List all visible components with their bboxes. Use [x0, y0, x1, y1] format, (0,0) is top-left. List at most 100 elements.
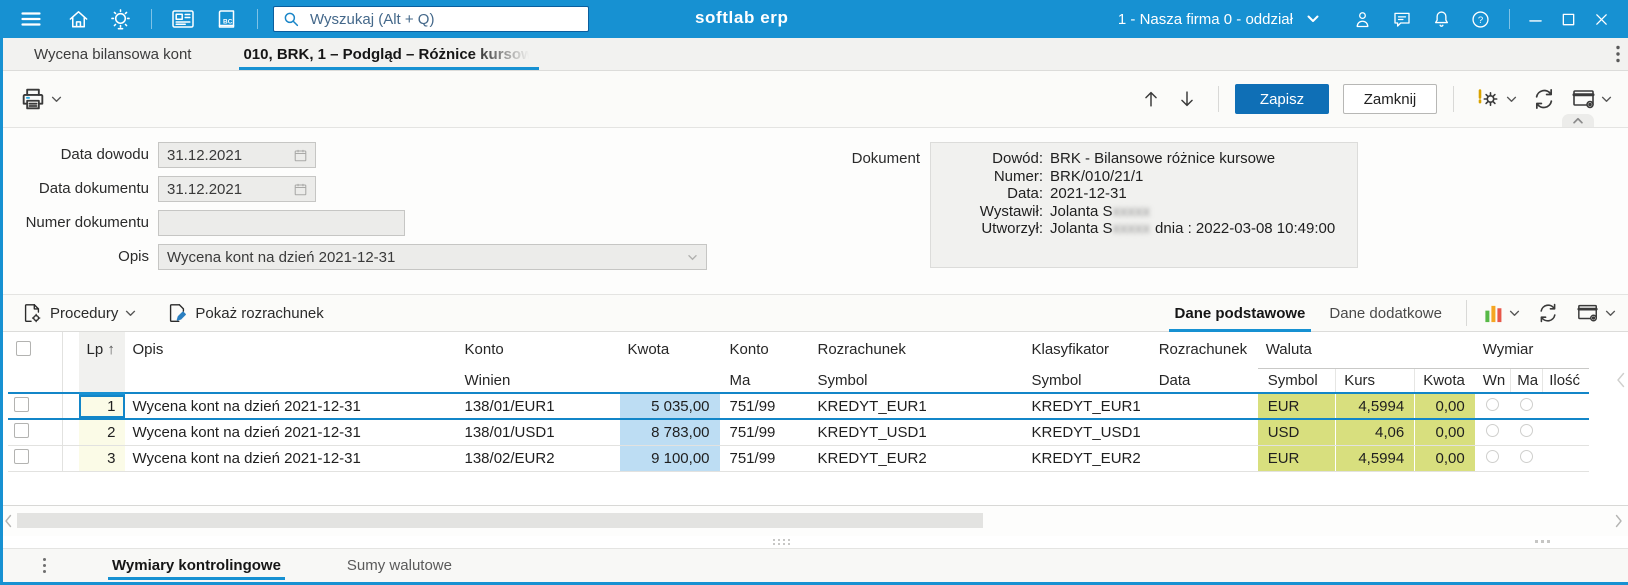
select-all-checkbox[interactable]: [16, 341, 31, 356]
tabbar-more-button[interactable]: [1608, 45, 1628, 63]
cell-kurs[interactable]: 4,06: [1335, 419, 1415, 446]
move-up-button[interactable]: [1136, 84, 1166, 114]
column-header-opis[interactable]: Opis: [132, 341, 164, 358]
numer-dokumentu-field[interactable]: [158, 210, 405, 236]
scroll-left-button[interactable]: [4, 514, 12, 528]
bc-guide-button[interactable]: BC: [205, 0, 248, 38]
cell-rozrachunek-data[interactable]: [1148, 445, 1258, 472]
search-input[interactable]: [308, 9, 580, 29]
cell-rozrachunek-data[interactable]: [1148, 419, 1258, 446]
tab-sumy-walutowe[interactable]: Sumy walutowe: [343, 549, 456, 582]
column-header-kwota[interactable]: Kwota: [627, 341, 670, 358]
tab-document-preview[interactable]: 010, BRK, 1 – Podgląd – Różnice kursowe: [239, 38, 540, 70]
splitter-grip[interactable]: [773, 539, 793, 547]
cell-kurs[interactable]: 4,5994: [1335, 445, 1415, 472]
subheader-ma2[interactable]: Ma: [1510, 368, 1543, 393]
cell-konto-winien[interactable]: 138/01/USD1: [456, 419, 620, 446]
panel-splitter[interactable]: [3, 536, 1628, 548]
cell-konto-winien[interactable]: 138/01/EUR1: [456, 392, 620, 420]
tab-wymiary-kontrolingowe[interactable]: Wymiary kontrolingowe: [108, 549, 285, 582]
cell-klasyfikator-symbol[interactable]: KREDYT_USD1: [1021, 419, 1149, 446]
opis-combobox[interactable]: Wycena kont na dzień 2021-12-31: [158, 244, 707, 270]
ma-radio[interactable]: [1520, 397, 1534, 411]
wn-radio[interactable]: [1486, 449, 1500, 463]
home-button[interactable]: [58, 0, 99, 38]
splitter-grip-right[interactable]: [1535, 540, 1550, 543]
notifications-button[interactable]: [1422, 0, 1461, 38]
bottom-tabs-menu-button[interactable]: [33, 558, 56, 573]
grid-settings-button[interactable]: [1574, 300, 1618, 326]
column-header-konto-ma[interactable]: Konto: [729, 341, 769, 358]
collapse-toolbar-button[interactable]: [1562, 114, 1594, 127]
tips-button[interactable]: [99, 0, 142, 38]
menu-button[interactable]: [10, 0, 52, 38]
cell-kwota[interactable]: 5 035,00: [619, 392, 720, 420]
cell-ilosc[interactable]: [1542, 419, 1589, 446]
subheader-symbol[interactable]: Symbol: [817, 371, 868, 389]
user-button[interactable]: [1343, 0, 1382, 38]
table-row[interactable]: 2 Wycena kont na dzień 2021-12-31 138/01…: [8, 419, 1589, 446]
cell-kurs[interactable]: 4,5994: [1335, 392, 1415, 420]
refresh-button[interactable]: [1527, 82, 1561, 116]
cell-kwota[interactable]: 8 783,00: [619, 419, 720, 446]
news-button[interactable]: [161, 0, 205, 38]
maximize-button[interactable]: [1552, 0, 1585, 38]
subheader-symbol[interactable]: Symbol: [1031, 371, 1082, 389]
row-checkbox[interactable]: [14, 422, 29, 438]
cell-rozrachunek-symbol[interactable]: KREDYT_EUR1: [807, 392, 1022, 420]
column-header-konto-winien[interactable]: Konto: [464, 341, 504, 358]
cell-waluta-kwota[interactable]: 0,00: [1414, 392, 1475, 420]
column-header-klasyfikator[interactable]: Klasyfikator: [1031, 341, 1110, 358]
cell-konto-ma[interactable]: 751/99: [719, 392, 808, 420]
minimize-button[interactable]: [1519, 0, 1552, 38]
subheader-wn[interactable]: Wn: [1482, 371, 1506, 389]
column-header-rozrachunek[interactable]: Rozrachunek: [817, 341, 906, 358]
help-button[interactable]: ?: [1461, 0, 1500, 38]
column-header-rozrachunek-data[interactable]: Rozrachunek: [1158, 341, 1248, 358]
cell-rozrachunek-data[interactable]: [1148, 392, 1258, 420]
tab-wycena-bilansowa[interactable]: Wycena bilansowa kont: [30, 38, 195, 70]
chart-button[interactable]: [1481, 301, 1522, 326]
procedures-button[interactable]: Procedury: [13, 295, 144, 331]
row-checkbox[interactable]: [14, 448, 29, 464]
ma-radio[interactable]: [1520, 449, 1534, 463]
cell-waluta-symbol[interactable]: EUR: [1257, 392, 1336, 420]
close-window-button[interactable]: [1585, 0, 1618, 38]
column-header-lp[interactable]: Lp ↑: [78, 332, 125, 395]
table-row[interactable]: 1 Wycena kont na dzień 2021-12-31 138/01…: [8, 392, 1589, 420]
table-row[interactable]: 3 Wycena kont na dzień 2021-12-31 138/02…: [8, 445, 1589, 472]
close-button[interactable]: Zamknij: [1343, 84, 1437, 114]
subheader-waluta-kwota[interactable]: Kwota: [1414, 368, 1475, 393]
subheader-kurs[interactable]: Kurs: [1335, 368, 1415, 393]
cell-rozrachunek-symbol[interactable]: KREDYT_USD1: [807, 419, 1022, 446]
grid-scroll-left-hint[interactable]: [1616, 372, 1625, 388]
cell-kwota[interactable]: 9 100,00: [619, 445, 720, 472]
wn-radio[interactable]: [1486, 423, 1500, 437]
subheader-winien[interactable]: Winien: [464, 371, 511, 389]
refresh-grid-button[interactable]: [1534, 299, 1562, 327]
cell-opis[interactable]: Wycena kont na dzień 2021-12-31: [124, 392, 457, 420]
cell-opis[interactable]: Wycena kont na dzień 2021-12-31: [124, 419, 457, 446]
print-button[interactable]: [15, 81, 66, 117]
cell-waluta-kwota[interactable]: 0,00: [1414, 445, 1475, 472]
subheader-ma[interactable]: Ma: [729, 371, 751, 389]
cell-waluta-kwota[interactable]: 0,00: [1414, 419, 1475, 446]
cell-klasyfikator-symbol[interactable]: KREDYT_EUR2: [1021, 445, 1149, 472]
company-selector[interactable]: 1 - Nasza firma 0 - oddział: [1108, 11, 1329, 28]
window-settings-button[interactable]: [1567, 83, 1616, 115]
cell-ilosc[interactable]: [1542, 445, 1589, 472]
tab-dane-dodatkowe[interactable]: Dane dodatkowe: [1317, 295, 1454, 331]
cell-konto-ma[interactable]: 751/99: [719, 419, 808, 446]
cell-konto-winien[interactable]: 138/02/EUR2: [456, 445, 620, 472]
cell-ilosc[interactable]: [1542, 392, 1589, 420]
cell-klasyfikator-symbol[interactable]: KREDYT_EUR1: [1021, 392, 1149, 420]
settings-warning-button[interactable]: [1470, 82, 1521, 116]
scrollbar-thumb[interactable]: [17, 513, 983, 528]
cell-lp[interactable]: 2: [78, 419, 125, 446]
show-settlement-button[interactable]: Pokaż rozrachunek: [158, 295, 331, 331]
column-group-wymiar[interactable]: Wymiar: [1474, 332, 1589, 369]
cell-opis[interactable]: Wycena kont na dzień 2021-12-31: [124, 445, 457, 472]
cell-waluta-symbol[interactable]: EUR: [1257, 445, 1336, 472]
messages-button[interactable]: [1382, 0, 1422, 38]
scroll-right-button[interactable]: [1615, 514, 1623, 528]
